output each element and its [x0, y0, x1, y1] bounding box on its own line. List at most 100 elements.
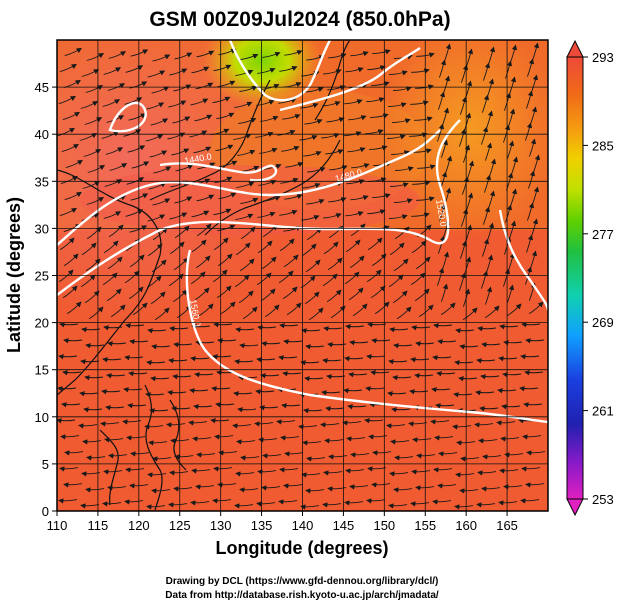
- streamline-segment: [389, 327, 409, 333]
- streamline-segment: [502, 124, 511, 143]
- streamline-segment: [389, 471, 409, 477]
- streamline-segment: [328, 197, 347, 203]
- streamline-segment: [438, 451, 458, 457]
- streamline-segment: [147, 328, 167, 334]
- streamline-segment: [326, 117, 345, 123]
- streamline-segment: [481, 486, 501, 492]
- streamline-segment: [233, 391, 253, 397]
- streamline-segment: [127, 145, 146, 153]
- streamline-segment: [325, 406, 345, 412]
- streamline-segment: [59, 63, 77, 73]
- streamline-segment: [57, 127, 75, 137]
- streamline-segment: [524, 122, 533, 141]
- streamline-segment: [412, 180, 431, 186]
- streamline-segment: [167, 132, 186, 140]
- streamline-segment: [411, 212, 430, 218]
- streamline-segment: [125, 209, 144, 217]
- streamline-segment: [124, 97, 143, 105]
- streamline-segment: [323, 470, 343, 476]
- y-tick-label: 40: [35, 127, 49, 142]
- streamline-segment: [323, 69, 342, 75]
- streamline-segment: [343, 388, 363, 394]
- streamline-segment: [437, 235, 446, 254]
- streamline-segment: [521, 466, 541, 472]
- streamline-segment: [278, 499, 298, 505]
- streamline-segment: [521, 322, 541, 328]
- streamline-segment: [298, 424, 318, 430]
- colorbar-max-arrow: [566, 39, 584, 58]
- streamline-segment: [256, 501, 276, 507]
- streamline-segment: [152, 227, 168, 241]
- streamline-segment: [125, 323, 145, 329]
- streamline-segment: [103, 67, 122, 75]
- streamline-segment: [107, 485, 127, 491]
- streamline-segment: [151, 488, 171, 494]
- streamline-segment: [193, 404, 213, 410]
- streamline-segment: [107, 256, 123, 270]
- x-tick-label: 140: [292, 518, 314, 533]
- streamline-segment: [238, 117, 257, 124]
- streamline-segment: [174, 196, 193, 204]
- streamline-segment: [350, 195, 369, 201]
- streamline-segment: [322, 101, 341, 107]
- streamline-segment: [108, 51, 127, 59]
- streamline-segment: [256, 272, 272, 286]
- streamline-segment: [322, 358, 342, 364]
- streamline-segment: [66, 301, 82, 315]
- streamline-segment: [342, 420, 362, 426]
- contour-label-1520: 1520.0: [434, 199, 449, 228]
- streamline-segment: [284, 451, 304, 457]
- streamline-segment: [349, 255, 365, 269]
- streamline-segment: [411, 469, 431, 475]
- streamline-segment: [415, 84, 434, 90]
- streamline-segment: [281, 146, 300, 152]
- streamline-segment: [259, 147, 278, 154]
- streamline-segment: [220, 301, 236, 315]
- streamline-segment: [216, 112, 235, 120]
- streamline-segment: [152, 456, 172, 462]
- streamline-segment: [371, 81, 390, 87]
- streamline-segment: [61, 143, 79, 153]
- streamline-segment: [366, 354, 386, 360]
- streamline-segment: [188, 420, 208, 426]
- x-axis-ticks: 110 115 120 125 130 135 140 145 150 155 160 165: [47, 511, 518, 533]
- streamline-segment: [122, 419, 142, 425]
- streamline-segment: [64, 191, 82, 201]
- streamline-segment: [438, 203, 447, 222]
- streamline-segment: [79, 391, 99, 397]
- streamline-segment: [432, 499, 452, 505]
- streamline-segment: [256, 357, 276, 363]
- streamline-segment: [345, 468, 365, 474]
- streamline-segment: [430, 419, 450, 425]
- contour-labels: 1440.0 1480.0 1520.0 1560.0: [184, 151, 449, 327]
- streamline-segment: [85, 487, 105, 493]
- streamline-segment: [282, 371, 302, 377]
- streamline-segment: [371, 253, 387, 267]
- streamline-segment: [350, 51, 369, 57]
- streamline-segment: [329, 165, 348, 171]
- streamline-segment: [257, 211, 276, 218]
- streamline-segment: [59, 207, 77, 217]
- streamline-segment: [389, 214, 408, 220]
- streamline-segment: [149, 150, 168, 158]
- contour-line-1560: [185, 249, 548, 424]
- streamline-segment: [174, 225, 190, 239]
- streamline-segment: [212, 269, 228, 283]
- streamline-segment: [62, 111, 80, 121]
- colorbar: 293 285 277 269 261 253: [566, 39, 614, 517]
- streamline-segment: [305, 259, 321, 273]
- streamline-segment: [104, 437, 124, 443]
- streamline-segment: [281, 403, 301, 409]
- streamline-segment: [526, 450, 546, 456]
- contour-line-1440-b: [159, 162, 278, 182]
- streamline-segment: [345, 324, 365, 330]
- streamline-segment: [307, 167, 326, 173]
- streamline-segment: [458, 272, 467, 291]
- streamline-segment: [167, 390, 187, 396]
- streamline-segment: [83, 149, 102, 157]
- streamline-segment: [324, 438, 344, 444]
- y-tick-label: 5: [42, 457, 49, 472]
- streamline-segment: [474, 422, 494, 428]
- streamline-segment: [345, 67, 364, 73]
- streamline-segment: [303, 408, 323, 414]
